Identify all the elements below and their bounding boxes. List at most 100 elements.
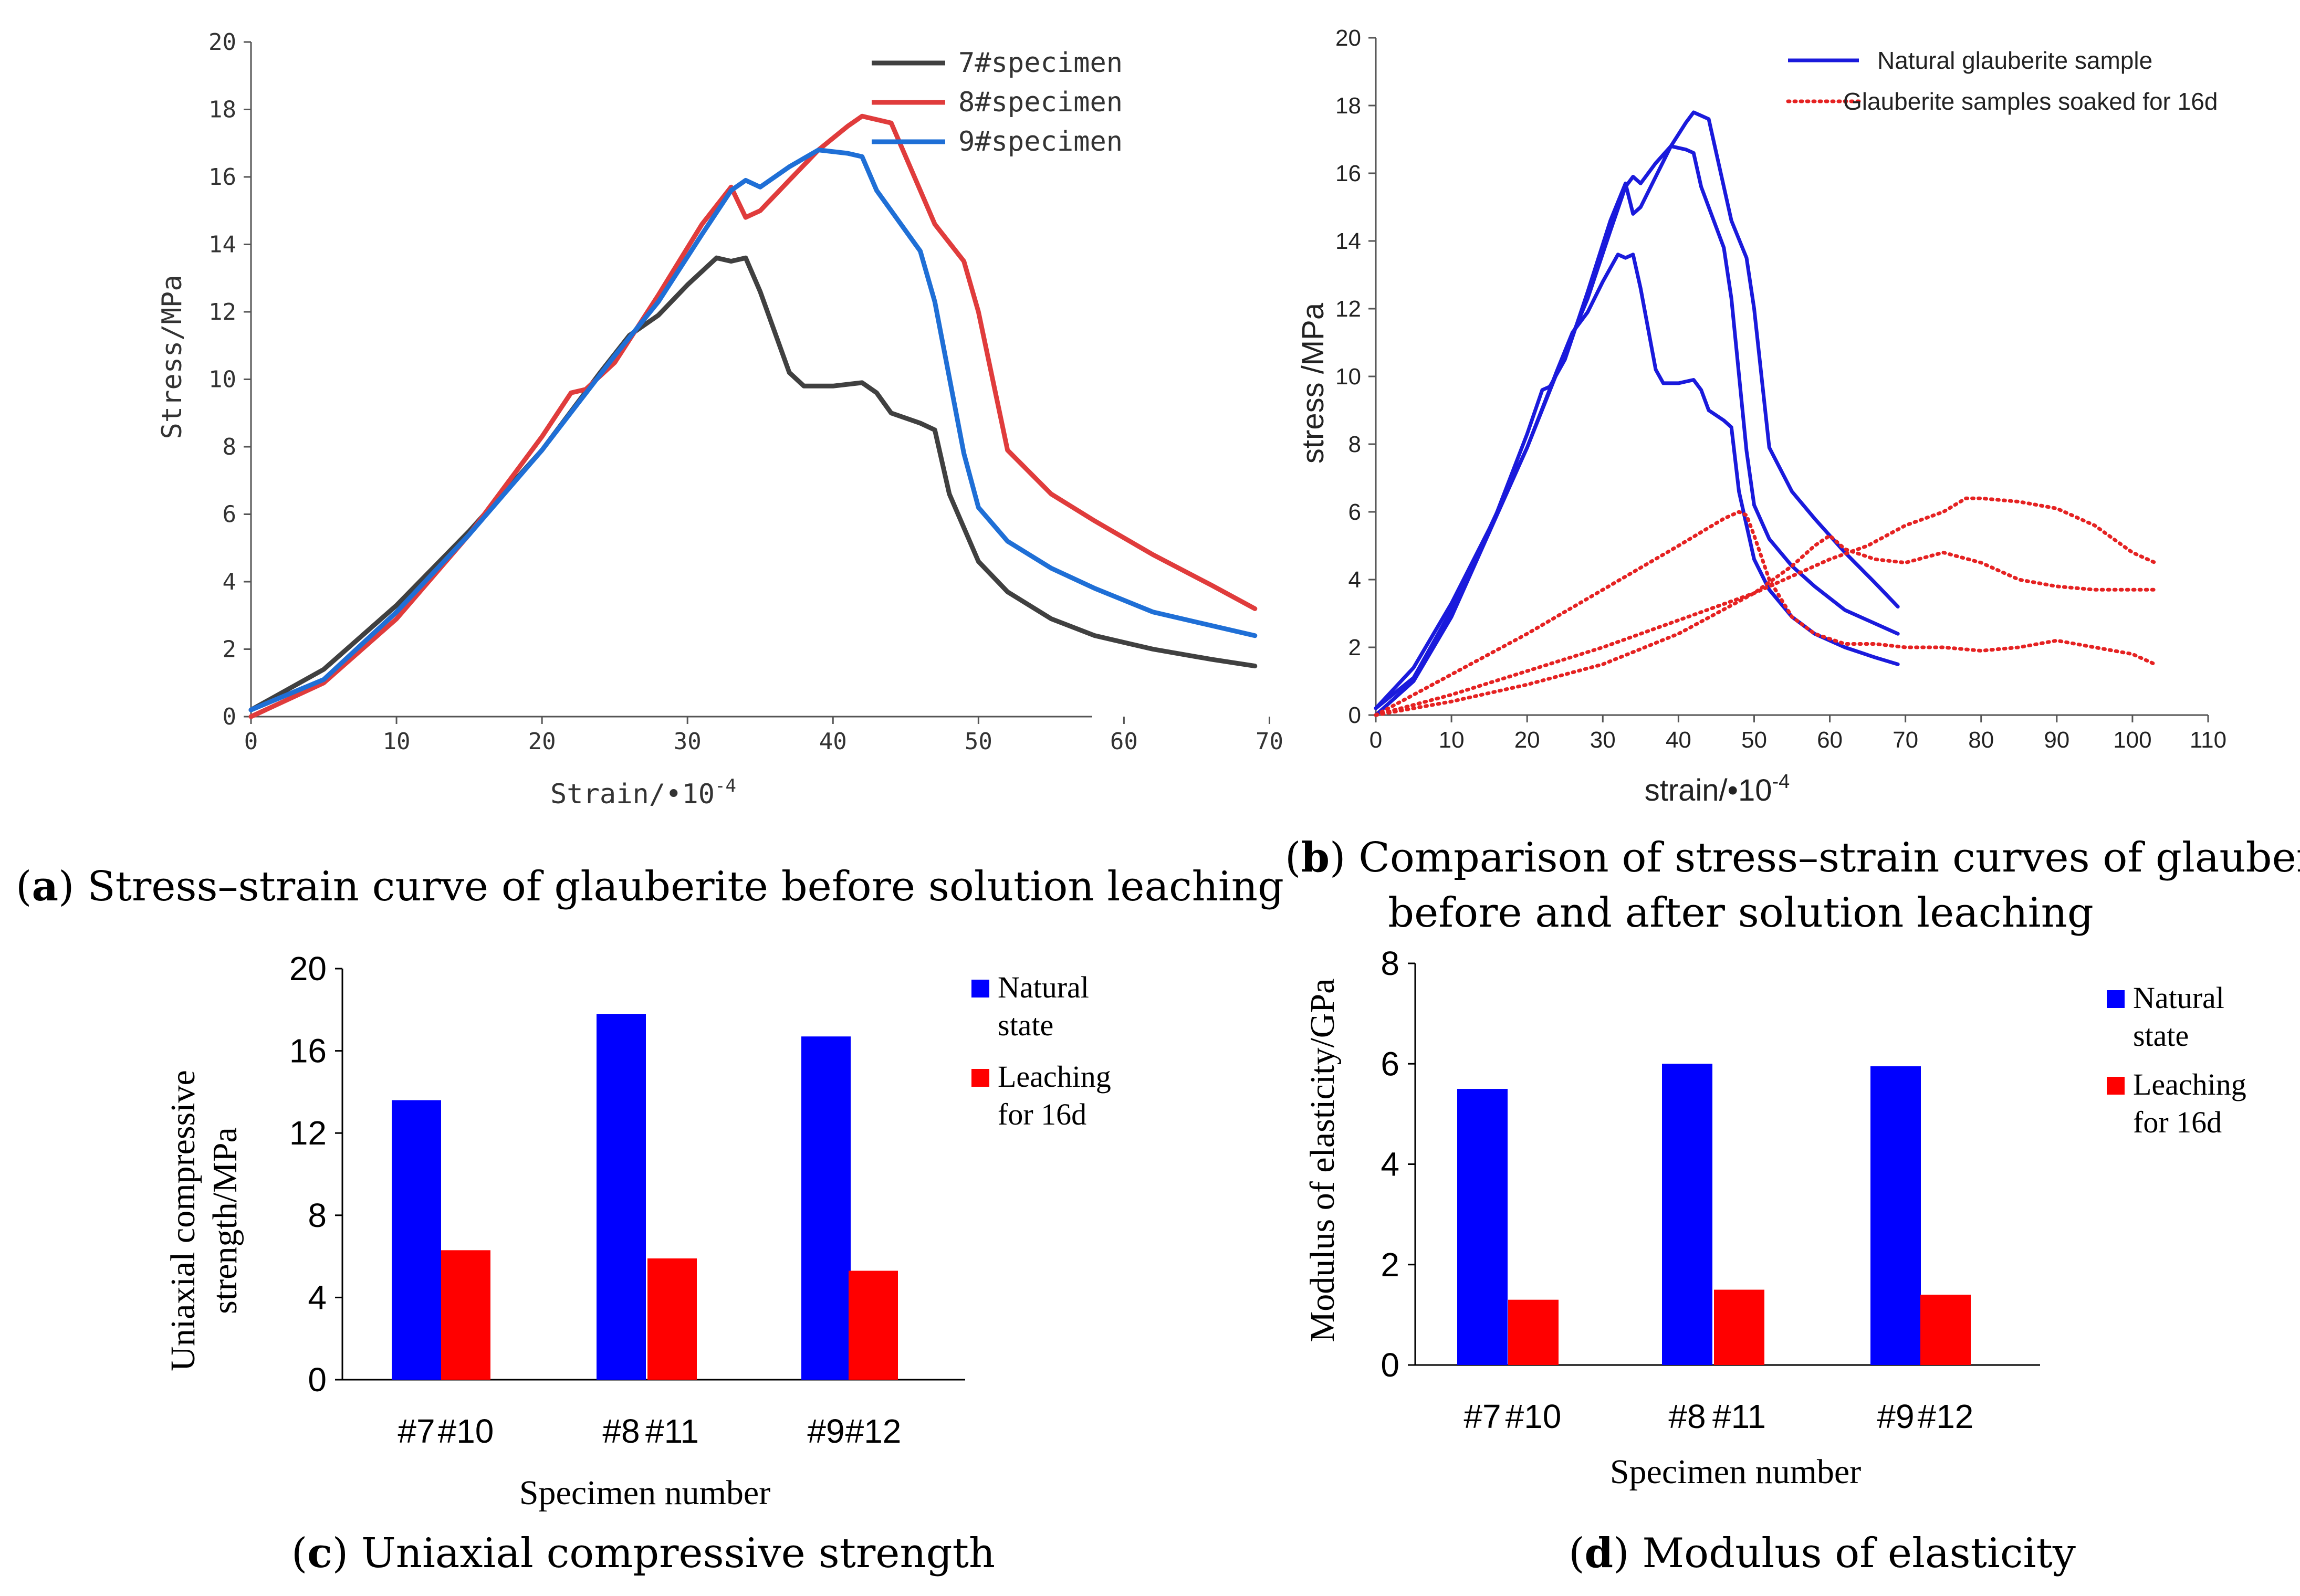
x-tick-label: 70 bbox=[1256, 728, 1283, 755]
category-label: #7 bbox=[398, 1412, 435, 1450]
x-tick-label: 20 bbox=[528, 728, 556, 755]
panel-d-caption: (d) Modulus of elasticity bbox=[1569, 1529, 2076, 1577]
series-line-natural-0 bbox=[248, 255, 1258, 712]
legend-label: Natural glauberite sample bbox=[1877, 47, 2152, 74]
panel-c-axes: 0 4 8 12 16 20 #7 #10 #8 #11 #9 #12 bbox=[289, 950, 965, 1450]
y-tick-label: 8 bbox=[1381, 944, 1399, 982]
panel-b-stress-strain-comparison: 0 10 20 30 40 50 60 70 80 90 100 110 0 2 4 6 8 10 12 14 16 18… bbox=[1285, 25, 2300, 937]
bar-specimen-8 bbox=[597, 1014, 646, 1380]
y-tick-label: 6 bbox=[1348, 499, 1361, 525]
y-tick-label: 4 bbox=[1381, 1146, 1399, 1183]
y-tick-label: 6 bbox=[1381, 1045, 1399, 1083]
legend-label: Glauberite samples soaked for 16d bbox=[1843, 88, 2218, 115]
x-tick-label: 60 bbox=[1110, 728, 1138, 755]
y-tick-label: 14 bbox=[208, 232, 236, 258]
panel-a-legend: 7#specimen 8#specimen 9#specimen bbox=[872, 47, 1123, 158]
y-tick-label: 8 bbox=[223, 434, 237, 460]
panel-c-caption: (c) Uniaxial compressive strength bbox=[291, 1529, 995, 1577]
y-tick-label: 4 bbox=[1348, 567, 1361, 593]
category-label: #12 bbox=[845, 1412, 902, 1450]
legend-swatch bbox=[2107, 1077, 2125, 1095]
x-tick-label: 20 bbox=[1514, 727, 1540, 753]
legend-label-line1: Natural bbox=[2133, 981, 2224, 1015]
y-tick-label: 0 bbox=[308, 1361, 327, 1399]
panel-b-caption-line2: before and after solution leaching bbox=[1388, 889, 2094, 937]
category-label: #7 bbox=[1463, 1398, 1501, 1435]
y-tick-label: 12 bbox=[289, 1114, 327, 1152]
bar-specimen-7 bbox=[1457, 1089, 1508, 1365]
legend-swatch bbox=[971, 1069, 989, 1087]
y-tick-label: 6 bbox=[223, 501, 237, 528]
panel-d-xlabel: Specimen number bbox=[1610, 1453, 1861, 1491]
x-tick-label: 30 bbox=[1590, 727, 1616, 753]
bar-specimen-11 bbox=[647, 1258, 697, 1380]
x-tick-label: 0 bbox=[1369, 727, 1382, 753]
y-tick-label: 10 bbox=[208, 366, 236, 393]
category-label: #9 bbox=[1877, 1398, 1914, 1435]
category-label: #12 bbox=[1918, 1398, 1974, 1435]
bar-specimen-7 bbox=[392, 1100, 441, 1380]
legend-label-line1: Leaching bbox=[2133, 1067, 2246, 1101]
panel-a-caption: (a) Stress–strain curve of glauberite be… bbox=[16, 863, 1284, 910]
y-tick-label: 10 bbox=[1335, 364, 1361, 390]
x-tick-label: 70 bbox=[1893, 727, 1918, 753]
x-tick-label: 10 bbox=[383, 728, 411, 755]
series-line-natural-2 bbox=[248, 148, 1258, 712]
y-tick-label: 2 bbox=[1348, 635, 1361, 660]
y-tick-label: 16 bbox=[1335, 161, 1361, 186]
series-line-soaked-3 bbox=[1374, 510, 2157, 717]
y-tick-label: 0 bbox=[1348, 702, 1361, 728]
category-label: #8 bbox=[602, 1412, 640, 1450]
y-tick-label: 20 bbox=[1335, 25, 1361, 51]
panel-c-xlabel: Specimen number bbox=[519, 1474, 770, 1512]
x-tick-label: 60 bbox=[1817, 727, 1843, 753]
category-label: #10 bbox=[438, 1412, 494, 1450]
bar-specimen-11 bbox=[1714, 1289, 1764, 1365]
y-tick-label: 8 bbox=[1348, 432, 1361, 457]
series-line-natural-2 bbox=[1374, 144, 1900, 710]
x-tick-label: 100 bbox=[2113, 727, 2151, 753]
legend-label-line2: state bbox=[998, 1008, 1053, 1042]
bar-specimen-12 bbox=[1920, 1295, 1971, 1365]
y-tick-label: 16 bbox=[289, 1032, 327, 1070]
x-tick-label: 40 bbox=[1666, 727, 1691, 753]
y-tick-label: 0 bbox=[1381, 1346, 1399, 1384]
bar-specimen-9 bbox=[1870, 1066, 1921, 1365]
panel-c-uniaxial-strength: 0 4 8 12 16 20 #7 #10 #8 #11 #9 #12 Specimen number… bbox=[164, 950, 1111, 1577]
legend-label-line1: Leaching bbox=[998, 1059, 1111, 1094]
panel-a-series bbox=[248, 113, 1258, 719]
category-label: #8 bbox=[1668, 1398, 1706, 1435]
x-tick-label: 90 bbox=[2044, 727, 2069, 753]
panel-b-axes: 0 10 20 30 40 50 60 70 80 90 100 110 0 2 4 6 8 10 12 14 16 18… bbox=[1335, 25, 2226, 753]
series-line-natural-1 bbox=[1374, 110, 1900, 717]
x-tick-label: 80 bbox=[1968, 727, 1994, 753]
panel-d-modulus: 0 2 4 6 8 #7 #10 #8 #11 #9 #12 Specimen number Mod… bbox=[1303, 944, 2246, 1577]
legend-label-line2: state bbox=[2133, 1018, 2189, 1053]
panel-b-series bbox=[1374, 110, 2157, 717]
y-tick-label: 4 bbox=[308, 1278, 327, 1316]
panel-b-ylabel: stress /MPa bbox=[1296, 302, 1330, 464]
y-tick-label: 14 bbox=[1335, 228, 1361, 254]
panel-a-stress-strain-before: 0 10 20 30 40 50 60 70 0 2 4 6 8 10 12 14 16 18 20 Strain/… bbox=[16, 29, 1284, 910]
panel-b-caption-line1: (b) Comparison of stress–strain curves o… bbox=[1285, 834, 2300, 881]
y-tick-label: 8 bbox=[308, 1196, 327, 1234]
panel-d-bars bbox=[1457, 1064, 1971, 1365]
series-line-natural-1 bbox=[248, 113, 1258, 719]
x-tick-label: 10 bbox=[1439, 727, 1465, 753]
category-label: #10 bbox=[1506, 1398, 1562, 1435]
y-tick-label: 20 bbox=[208, 29, 236, 56]
x-tick-label: 30 bbox=[674, 728, 702, 755]
x-tick-label: 0 bbox=[244, 728, 258, 755]
legend-label: 7#specimen bbox=[958, 47, 1123, 79]
series-line-natural-0 bbox=[1374, 253, 1900, 710]
y-tick-label: 18 bbox=[208, 97, 236, 123]
legend-label-line1: Natural bbox=[998, 970, 1089, 1004]
legend-swatch bbox=[971, 980, 989, 998]
y-tick-label: 4 bbox=[223, 569, 237, 595]
series-line-soaked-4 bbox=[1374, 533, 2157, 717]
legend-swatch bbox=[2107, 990, 2125, 1008]
category-label: #9 bbox=[807, 1412, 844, 1450]
panel-a-axes: 0 10 20 30 40 50 60 70 0 2 4 6 8 10 12 14 16 18 20 bbox=[208, 29, 1283, 755]
x-tick-label: 50 bbox=[965, 728, 992, 755]
